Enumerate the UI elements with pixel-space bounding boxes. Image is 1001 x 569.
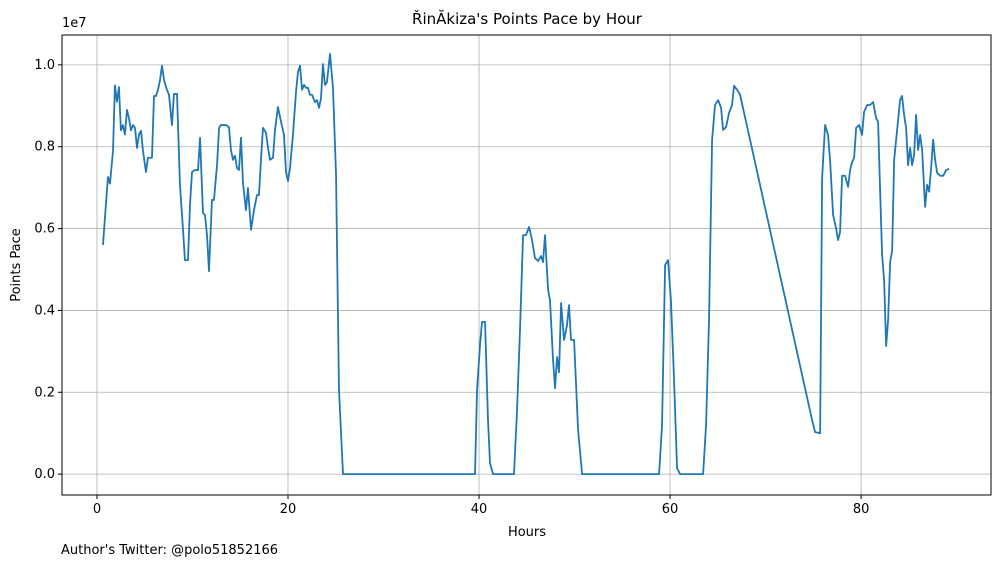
plot-frame	[61, 34, 992, 496]
data-line	[102, 52, 950, 476]
x-tick-label: 0	[93, 502, 101, 517]
y-tick-label: 0.4	[34, 303, 55, 318]
x-tick-label: 40	[471, 502, 488, 517]
y-tick-label: 1.0	[34, 58, 55, 73]
y-axis-label: Points Pace	[9, 228, 24, 302]
y-tick-label: 0.0	[34, 467, 55, 482]
y-scale-label: 1e7	[62, 16, 87, 31]
x-tick-label: 20	[280, 502, 297, 517]
x-tick-label: 60	[662, 502, 679, 517]
y-tick-label: 0.2	[34, 385, 55, 400]
x-tick-label: 80	[853, 502, 870, 517]
x-axis-label: Hours	[508, 525, 546, 540]
y-tick-label: 0.8	[34, 140, 55, 155]
footer: Author's Twitter: @polo51852166	[61, 543, 278, 558]
chart-title: ŘinĂkiza's Points Pace by Hour	[412, 9, 643, 28]
y-tick-label: 0.6	[34, 222, 55, 237]
